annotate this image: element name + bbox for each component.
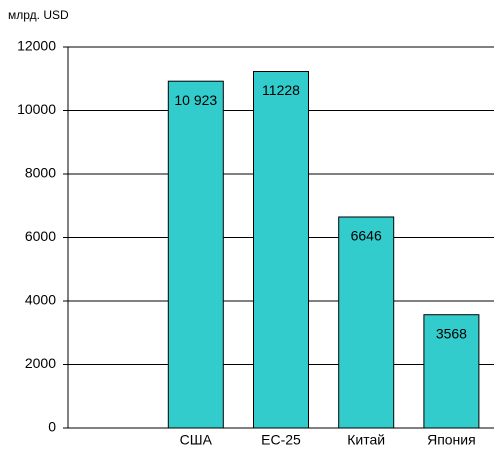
y-tick-label: 2000	[25, 355, 56, 371]
y-tick-label: 0	[48, 419, 56, 435]
x-tick-label: ЕС-25	[261, 432, 301, 448]
bar	[338, 216, 395, 429]
bar	[167, 80, 224, 429]
bar	[253, 71, 309, 429]
y-tick-label: 4000	[25, 292, 56, 308]
x-tick-label: США	[180, 432, 213, 448]
y-tick-label: 8000	[25, 165, 56, 181]
bar	[423, 314, 480, 429]
value-label: 6646	[351, 228, 382, 244]
value-label: 3568	[436, 325, 467, 341]
y-axis-label: млрд. USD	[8, 8, 69, 22]
y-tick-label: 10000	[17, 101, 56, 117]
y-tick-label: 12000	[17, 38, 56, 54]
x-tick-label: Япония	[427, 432, 476, 448]
x-tick-label: Китай	[347, 432, 385, 448]
value-label: 10 923	[174, 92, 217, 108]
value-label: 11228	[262, 82, 300, 98]
y-tick-label: 6000	[25, 228, 56, 244]
